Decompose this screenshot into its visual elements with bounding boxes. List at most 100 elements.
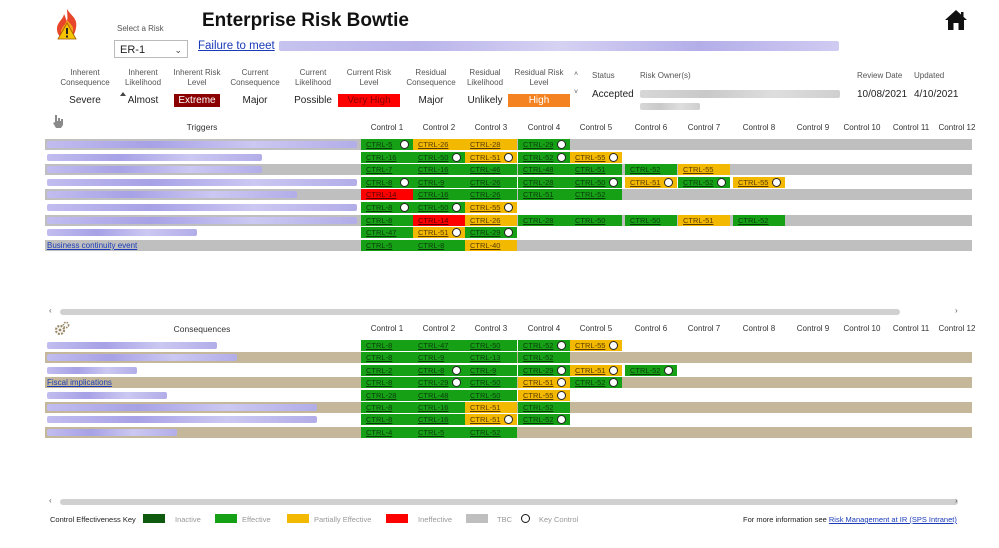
control-cell[interactable]: CTRL-8 <box>361 340 413 351</box>
control-cell[interactable]: CTRL-28 <box>361 389 413 401</box>
control-cell[interactable]: CTRL-8 <box>413 239 465 251</box>
control-cell[interactable]: CTRL-52 <box>625 164 677 176</box>
row-label-redacted[interactable] <box>47 404 317 411</box>
row-label-redacted[interactable] <box>47 366 137 374</box>
control-cell[interactable]: CTRL-51 <box>413 227 465 239</box>
control-cell[interactable]: CTRL-29 <box>465 227 517 239</box>
row-label-redacted[interactable] <box>47 428 177 436</box>
scroll-left-arrow[interactable]: ‹ <box>49 496 52 505</box>
control-cell[interactable]: CTRL-55 <box>570 151 622 163</box>
consequences-scrollbar[interactable] <box>60 499 958 505</box>
control-cell[interactable]: CTRL-9 <box>465 364 517 376</box>
control-cell[interactable]: CTRL-51 <box>570 164 622 176</box>
control-cell[interactable]: CTRL-55 <box>733 176 785 188</box>
control-cell[interactable]: CTRL-16 <box>361 151 413 163</box>
control-cell[interactable]: CTRL-16 <box>413 402 465 413</box>
control-cell[interactable]: CTRL-55 <box>678 164 730 176</box>
control-cell[interactable]: CTRL-8 <box>361 352 413 364</box>
control-cell[interactable]: CTRL-52 <box>733 214 785 226</box>
control-cell[interactable]: CTRL-26 <box>413 139 465 150</box>
footer-link[interactable]: Risk Management at IR (SPS Intranet) <box>828 515 957 524</box>
control-cell[interactable]: CTRL-52 <box>518 151 570 163</box>
home-icon[interactable] <box>944 9 968 31</box>
control-cell[interactable]: CTRL-5 <box>361 139 413 150</box>
control-cell[interactable]: CTRL-9 <box>413 176 465 188</box>
control-cell[interactable]: CTRL-8 <box>361 414 413 426</box>
control-cell[interactable]: CTRL-8 <box>361 377 413 389</box>
control-cell[interactable]: CTRL-16 <box>413 414 465 426</box>
control-cell[interactable]: CTRL-2 <box>361 364 413 376</box>
control-cell[interactable]: CTRL-51 <box>465 414 517 426</box>
row-label-redacted[interactable] <box>47 166 262 174</box>
control-cell[interactable]: CTRL-29 <box>518 139 570 150</box>
control-cell[interactable]: CTRL-52 <box>518 352 570 364</box>
control-cell[interactable]: CTRL-8 <box>361 214 413 226</box>
row-label-redacted[interactable] <box>47 354 237 362</box>
control-cell[interactable]: CTRL-55 <box>518 389 570 401</box>
row-label-redacted[interactable] <box>47 391 167 399</box>
control-cell[interactable]: CTRL-14 <box>361 189 413 201</box>
control-cell[interactable]: CTRL-55 <box>570 340 622 351</box>
control-cell[interactable]: CTRL-26 <box>465 189 517 201</box>
control-cell[interactable]: CTRL-40 <box>465 239 517 251</box>
control-cell[interactable]: CTRL-51 <box>465 402 517 413</box>
control-cell[interactable]: CTRL-14 <box>413 214 465 226</box>
control-cell[interactable]: CTRL-29 <box>413 377 465 389</box>
control-cell[interactable]: CTRL-52 <box>518 414 570 426</box>
control-cell[interactable]: CTRL-51 <box>518 189 570 201</box>
control-cell[interactable]: CTRL-52 <box>518 402 570 413</box>
risk-select[interactable]: ER-1 ⌄ <box>114 40 188 58</box>
scroll-right-arrow[interactable]: › <box>955 306 958 315</box>
control-cell[interactable]: CTRL-28 <box>465 139 517 150</box>
control-cell[interactable]: CTRL-48 <box>413 389 465 401</box>
control-cell[interactable]: CTRL-16 <box>413 189 465 201</box>
field-scroll-arrows[interactable]: ˄ ˅ <box>574 71 579 96</box>
row-label-link[interactable]: Business continuity event <box>47 240 138 250</box>
control-cell[interactable]: CTRL-51 <box>678 214 730 226</box>
control-cell[interactable]: CTRL-51 <box>465 151 517 163</box>
control-cell[interactable]: CTRL-51 <box>518 377 570 389</box>
control-cell[interactable]: CTRL-52 <box>625 364 677 376</box>
control-cell[interactable]: CTRL-9 <box>413 352 465 364</box>
control-cell[interactable]: CTRL-52 <box>570 189 622 201</box>
row-label-redacted[interactable] <box>47 191 297 199</box>
control-cell[interactable]: CTRL-8 <box>361 176 413 188</box>
control-cell[interactable]: CTRL-13 <box>465 352 517 364</box>
row-label-redacted[interactable] <box>47 216 357 224</box>
control-cell[interactable]: CTRL-51 <box>625 176 677 188</box>
control-cell[interactable]: CTRL-8 <box>361 202 413 213</box>
scroll-left-arrow[interactable]: ‹ <box>49 306 52 315</box>
control-cell[interactable]: CTRL-52 <box>570 377 622 389</box>
control-cell[interactable]: CTRL-50 <box>413 151 465 163</box>
row-label-redacted[interactable] <box>47 229 197 237</box>
control-cell[interactable]: CTRL-50 <box>570 214 622 226</box>
control-cell[interactable]: CTRL-26 <box>465 214 517 226</box>
row-label-redacted[interactable] <box>47 204 357 211</box>
control-cell[interactable]: CTRL-28 <box>518 214 570 226</box>
control-cell[interactable]: CTRL-50 <box>413 202 465 213</box>
triggers-scrollbar[interactable] <box>60 309 900 315</box>
control-cell[interactable]: CTRL-55 <box>465 202 517 213</box>
row-label-redacted[interactable] <box>47 178 357 186</box>
control-cell[interactable]: CTRL-48 <box>518 164 570 176</box>
row-label-redacted[interactable] <box>47 141 357 148</box>
row-label-redacted[interactable] <box>47 342 217 349</box>
row-label-link[interactable]: Fiscal implications <box>47 378 112 388</box>
control-cell[interactable]: CTRL-26 <box>465 176 517 188</box>
control-cell[interactable]: CTRL-47 <box>413 340 465 351</box>
row-label-redacted[interactable] <box>47 153 262 161</box>
control-cell[interactable]: CTRL-50 <box>465 377 517 389</box>
risk-title-link[interactable]: Failure to meet <box>198 40 839 52</box>
control-cell[interactable]: CTRL-47 <box>361 227 413 239</box>
row-label-redacted[interactable] <box>47 416 317 424</box>
control-cell[interactable]: CTRL-51 <box>570 364 622 376</box>
control-cell[interactable]: CTRL-29 <box>518 364 570 376</box>
control-cell[interactable]: CTRL-52 <box>518 340 570 351</box>
control-cell[interactable]: CTRL-50 <box>625 214 677 226</box>
control-cell[interactable]: CTRL-7 <box>361 164 413 176</box>
control-cell[interactable]: CTRL-4 <box>361 426 413 438</box>
control-cell[interactable]: CTRL-28 <box>518 176 570 188</box>
control-cell[interactable]: CTRL-8 <box>361 402 413 413</box>
control-cell[interactable]: CTRL-50 <box>465 389 517 401</box>
control-cell[interactable]: CTRL-46 <box>465 164 517 176</box>
